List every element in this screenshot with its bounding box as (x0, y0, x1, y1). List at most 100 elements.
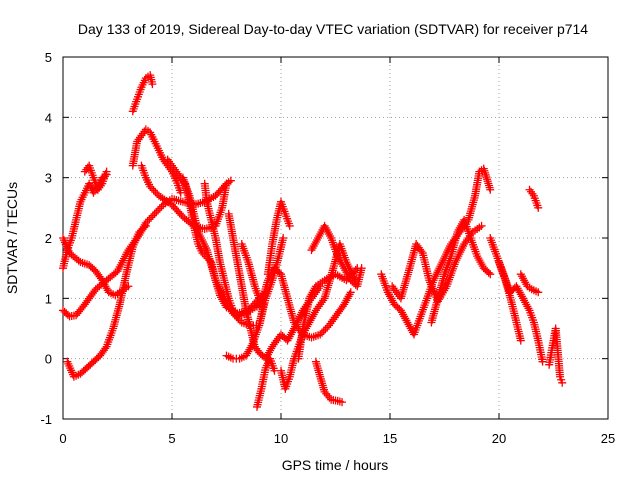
data-point-marker (195, 229, 204, 238)
data-point-marker (326, 319, 335, 328)
data-point-marker (197, 234, 206, 242)
data-point-marker (475, 256, 484, 265)
data-point-marker (521, 298, 530, 307)
data-point-marker (101, 344, 110, 353)
data-point-marker (391, 286, 400, 295)
data-point-marker (199, 238, 208, 247)
data-point-marker (323, 227, 332, 236)
data-point-marker (198, 249, 207, 258)
data-point-marker (324, 321, 333, 330)
data-point-marker (451, 258, 460, 267)
data-point-marker (456, 248, 465, 257)
data-point-marker (526, 187, 535, 196)
series-track-7 (128, 71, 157, 116)
data-point-marker (327, 317, 336, 326)
data-point-marker (165, 157, 174, 166)
data-point-marker (308, 312, 317, 321)
data-point-marker (342, 268, 351, 277)
data-point-marker (314, 234, 323, 242)
data-point-marker (134, 135, 143, 144)
data-point-marker (102, 284, 111, 293)
data-point-marker (406, 324, 415, 333)
data-point-marker (340, 300, 349, 309)
x-tick-label: 20 (492, 431, 506, 446)
data-point-marker (154, 206, 163, 215)
data-point-marker (436, 262, 445, 271)
data-point-marker (473, 252, 482, 261)
data-point-marker (433, 268, 442, 277)
data-point-marker (136, 133, 145, 142)
data-point-marker (453, 227, 462, 236)
data-point-marker (309, 242, 318, 251)
data-point-marker (145, 215, 154, 224)
data-point-marker (330, 313, 339, 322)
data-point-marker (486, 185, 495, 194)
data-point-marker (484, 179, 493, 188)
data-point-marker (147, 184, 156, 193)
y-tick-labels: -1 0 1 2 3 4 5 (40, 50, 52, 427)
data-point-marker (230, 308, 239, 317)
data-point-marker (523, 302, 532, 311)
data-point-marker (388, 282, 397, 291)
data-point-marker (434, 266, 443, 275)
y-tick-label: -1 (40, 412, 52, 427)
data-point-marker (341, 266, 350, 275)
data-point-marker (326, 231, 335, 240)
data-point-marker (405, 322, 414, 331)
data-point-marker (404, 320, 413, 329)
data-point-marker (477, 221, 486, 230)
data-point-marker (520, 276, 529, 285)
x-tick-labels: 0 5 10 15 20 25 (59, 431, 615, 446)
data-point-marker (196, 231, 205, 240)
data-point-marker (306, 292, 315, 301)
data-point-marker (383, 288, 392, 297)
data-point-marker (455, 250, 464, 259)
data-point-marker (314, 302, 323, 311)
y-tick-label: 0 (45, 352, 52, 367)
data-point-marker (252, 344, 261, 353)
data-point-marker (438, 258, 447, 267)
data-point-marker (266, 346, 275, 355)
data-point-marker (95, 183, 104, 192)
data-point-marker (316, 229, 325, 238)
data-point-marker (101, 282, 110, 291)
data-point-marker (169, 163, 178, 172)
data-point-marker (320, 221, 329, 230)
data-point-marker (321, 223, 330, 232)
x-tick-label: 15 (383, 431, 397, 446)
data-point-marker (342, 296, 351, 305)
data-point-marker (346, 288, 355, 297)
series-track-8 (137, 161, 231, 233)
data-point-marker (93, 185, 102, 194)
y-tick-label: 4 (45, 110, 52, 125)
series-track-23 (427, 215, 495, 327)
data-point-marker (226, 176, 235, 185)
data-point-marker (518, 274, 527, 283)
data-point-marker (417, 247, 426, 256)
data-point-marker (396, 306, 405, 315)
data-point-marker (459, 242, 468, 251)
data-point-marker (315, 231, 324, 240)
data-point-marker (124, 282, 133, 291)
data-point-marker (89, 188, 98, 197)
data-point-marker (389, 284, 398, 293)
data-point-marker (215, 291, 224, 300)
data-point-marker (319, 326, 328, 335)
series-track-11 (200, 179, 268, 321)
data-point-marker (313, 304, 322, 313)
data-point-marker (274, 334, 283, 343)
data-point-marker (163, 155, 172, 164)
data-point-marker (432, 270, 441, 279)
data-point-marker (243, 349, 252, 358)
data-point-marker (311, 238, 320, 247)
data-point-marker (309, 286, 318, 295)
data-point-marker (340, 264, 349, 273)
data-point-marker (521, 278, 530, 287)
data-point-marker (388, 296, 397, 305)
data-point-marker (244, 347, 253, 356)
series-track-25 (495, 258, 525, 345)
data-point-marker (357, 264, 366, 273)
data-point-marker (338, 398, 347, 407)
data-point-marker (141, 221, 150, 230)
